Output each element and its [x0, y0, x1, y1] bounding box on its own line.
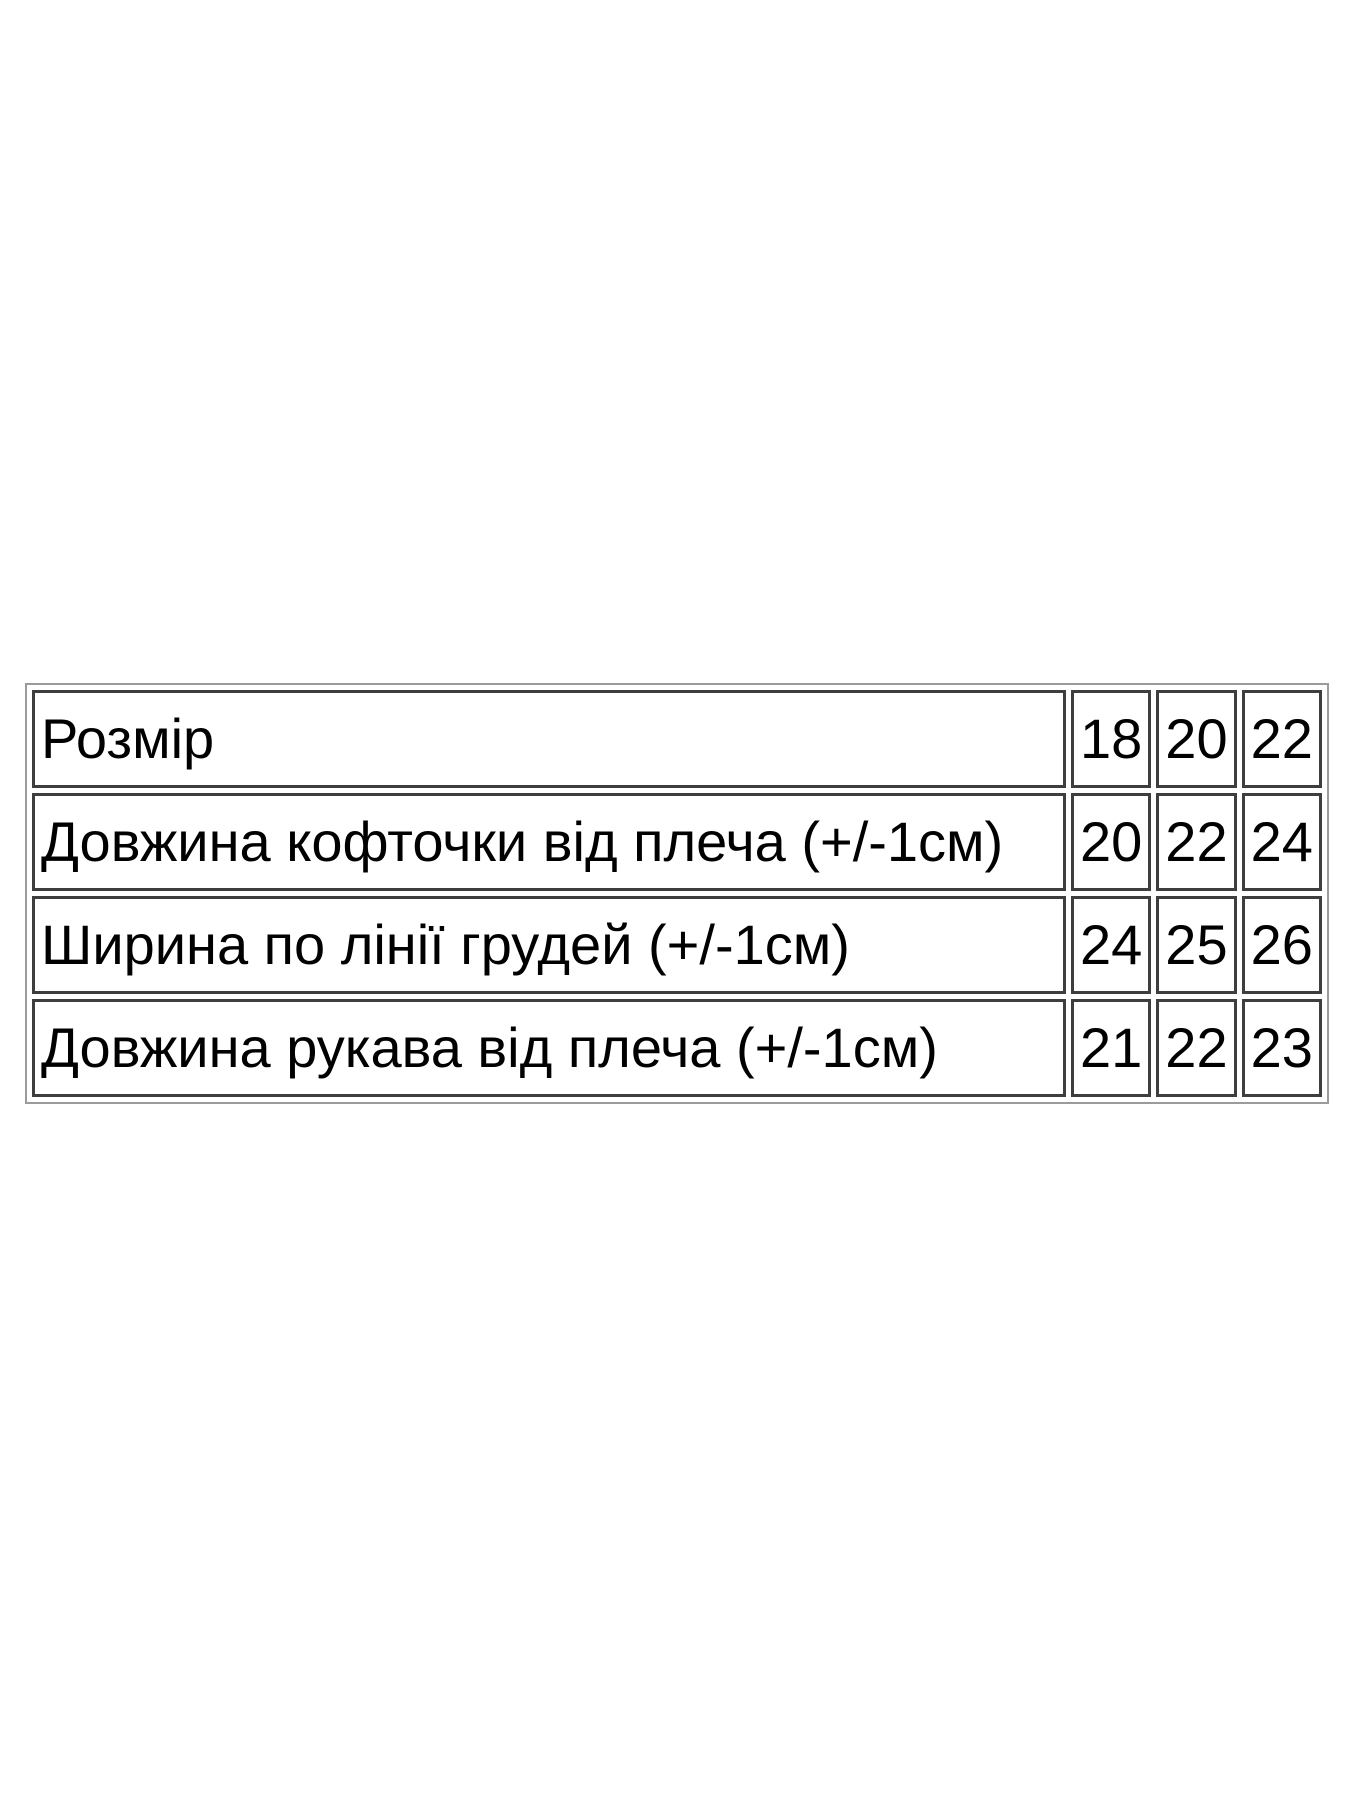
size-value-cell: 22: [1156, 793, 1237, 891]
measurement-label: Розмір: [32, 690, 1066, 788]
size-value-cell: 23: [1241, 999, 1322, 1097]
size-value-cell: 26: [1241, 896, 1322, 994]
size-chart-row: Розмір 18 20 22: [32, 690, 1322, 788]
size-value-cell: 20: [1071, 793, 1152, 891]
size-chart-table: Розмір 18 20 22 Довжина кофточки від плеча (…: [25, 683, 1329, 1104]
size-value-cell: 20: [1156, 690, 1237, 788]
size-value-cell: 18: [1071, 690, 1152, 788]
size-value-cell: 25: [1156, 896, 1237, 994]
size-chart-row: Довжина рукава від плеча (+/-1см) 21 22 23: [32, 999, 1322, 1097]
size-value-cell: 21: [1071, 999, 1152, 1097]
measurement-label: Довжина кофточки від плеча (+/-1см): [32, 793, 1066, 891]
size-chart-body: Розмір 18 20 22 Довжина кофточки від плеча (…: [32, 690, 1322, 1097]
size-value-cell: 22: [1241, 690, 1322, 788]
size-value-cell: 22: [1156, 999, 1237, 1097]
measurement-label: Довжина рукава від плеча (+/-1см): [32, 999, 1066, 1097]
size-chart-row: Довжина кофточки від плеча (+/-1см) 20 22 2…: [32, 793, 1322, 891]
measurement-label: Ширина по лінії грудей (+/-1см): [32, 896, 1066, 994]
size-chart-row: Ширина по лінії грудей (+/-1см) 24 25 26: [32, 896, 1322, 994]
size-value-cell: 24: [1071, 896, 1152, 994]
size-value-cell: 24: [1241, 793, 1322, 891]
